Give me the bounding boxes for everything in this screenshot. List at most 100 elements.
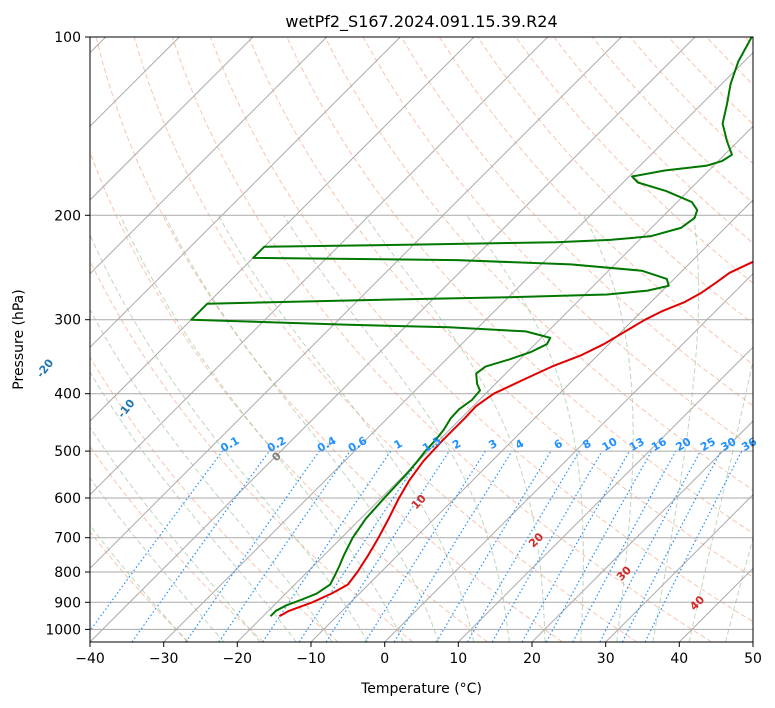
isotherm: [384, 272, 753, 642]
mixing-ratio-label: 8: [580, 437, 593, 452]
isotherm: [90, 37, 401, 349]
dry-adiabat-label: -10: [115, 396, 138, 420]
moist-adiabat: [90, 426, 261, 642]
isotherm: [236, 125, 753, 642]
y-tick-label: 400: [54, 387, 81, 403]
mixing-ratio-line: [218, 450, 351, 642]
x-tick-label: −20: [223, 651, 253, 667]
mixing-ratio-line: [393, 450, 513, 642]
axis-ticks: −40 −30 −20 −10 0 10 20 30 40 5010020030040050060…: [45, 30, 762, 667]
background-lines: [90, 37, 753, 642]
mixing-ratio-line: [185, 450, 320, 642]
x-axis-title: Temperature (°C): [360, 681, 482, 697]
dry-adiabat: [553, 37, 753, 244]
moist-adiabat: [90, 524, 188, 642]
dry-adiabat: [744, 37, 753, 47]
dry-adiabat: [90, 531, 190, 642]
dry-adiabat-label: -20: [34, 356, 57, 380]
mixing-ratio-line: [572, 450, 677, 642]
isotherm: [531, 420, 753, 642]
moist-adiabat: [90, 233, 369, 642]
isotherm: [678, 567, 753, 642]
dry-adiabat: [515, 37, 753, 284]
mixing-ratio-label: 0.2: [265, 434, 288, 455]
mixing-ratio-line: [90, 450, 223, 632]
x-tick-label: −10: [296, 651, 326, 667]
mixing-ratio-line: [298, 450, 425, 642]
dry-adiabat: [90, 445, 264, 642]
mixing-ratio-line: [131, 450, 270, 642]
moist-adiabat: [688, 358, 753, 642]
moist-adiabat: [652, 215, 700, 642]
line-labels: -100-90-80-70-60-50-40-30-20-10010203040…: [34, 356, 760, 613]
chart-title: wetPf2_S167.2024.091.15.39.R24: [285, 12, 557, 32]
dry-adiabat: [324, 37, 753, 491]
isotherm: [90, 37, 254, 201]
mixing-ratio-line: [545, 450, 653, 642]
dry-adiabat: [133, 37, 638, 642]
x-tick-label: −40: [75, 651, 105, 667]
plot-frame: [89, 36, 754, 643]
isotherm: [90, 37, 549, 496]
x-tick-label: −30: [149, 651, 179, 667]
mixing-ratio-line: [599, 450, 702, 642]
moist-adiabat: [217, 215, 475, 642]
isotherm: [605, 493, 753, 642]
mixing-ratio-label: 1: [392, 437, 405, 452]
y-tick-label: 100: [54, 30, 81, 46]
dry-adiabat: [591, 37, 753, 204]
y-tick-label: 500: [54, 444, 81, 460]
mixing-ratio-label: 4: [513, 437, 526, 452]
isotherm: [752, 641, 753, 642]
isotherm: [163, 51, 753, 642]
dry-adiabat: [90, 259, 414, 642]
mixing-ratio-label: 2: [450, 437, 463, 452]
x-tick-label: 30: [597, 651, 615, 667]
isotherm: [90, 37, 696, 642]
moist-adiabat-label: 20: [526, 530, 546, 550]
mixing-ratio-line: [262, 450, 392, 642]
x-tick-label: 10: [449, 651, 467, 667]
mixing-ratio-line: [621, 450, 722, 642]
y-tick-label: 1000: [45, 622, 81, 638]
dry-adiabat: [438, 37, 753, 366]
mixing-ratio-label: 6: [552, 437, 565, 452]
dry-adiabat: [95, 37, 563, 642]
dry-adiabat: [362, 37, 753, 449]
moist-adiabat: [90, 371, 297, 642]
isotherm: [90, 37, 328, 275]
dewpoint-profile: [190, 37, 753, 617]
dry-adiabat: [248, 37, 753, 578]
y-tick-label: 200: [54, 208, 81, 224]
dry-adiabat: [668, 37, 753, 125]
moist-adiabat: [583, 215, 634, 642]
x-tick-label: 40: [670, 651, 688, 667]
moist-adiabat-label: 40: [687, 593, 707, 613]
y-tick-label: 600: [54, 491, 81, 507]
dry-adiabat: [210, 37, 753, 623]
temperature-profile: [278, 260, 753, 618]
dry-adiabat: [706, 37, 753, 86]
x-tick-label: 0: [380, 651, 389, 667]
mixing-ratio-label: 3: [486, 437, 499, 452]
series-layer: [190, 37, 753, 618]
moist-adiabat: [725, 536, 753, 642]
isotherm: [90, 37, 622, 570]
moist-adiabat: [119, 215, 404, 642]
dry-adiabat: [171, 37, 712, 642]
y-tick-label: 900: [54, 595, 81, 611]
mixing-ratio-line: [521, 450, 631, 642]
x-tick-label: 20: [523, 651, 541, 667]
moist-adiabat-label: 10: [409, 492, 429, 512]
y-tick-label: 800: [54, 565, 81, 581]
dry-adiabat: [400, 37, 753, 407]
isotherm: [90, 37, 475, 422]
dry-adiabat: [90, 150, 488, 642]
mixing-ratio-line: [325, 450, 450, 642]
y-axis-title: Pressure (hPa): [11, 289, 27, 389]
dry-adiabat: [90, 356, 339, 642]
moist-adiabat: [90, 477, 225, 642]
moist-adiabat: [164, 215, 439, 642]
moist-adiabat: [283, 215, 510, 642]
